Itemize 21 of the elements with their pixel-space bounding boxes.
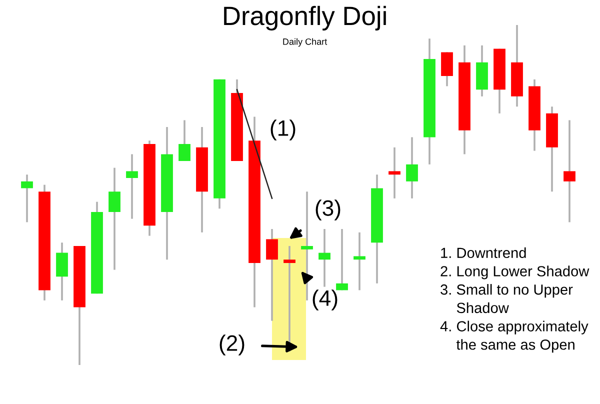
candlestick [406, 136, 418, 200]
candlestick [108, 166, 120, 271]
candlestick [336, 228, 348, 292]
candlestick [441, 51, 453, 88]
candlestick [126, 153, 138, 220]
candlestick [178, 119, 190, 162]
candlestick [284, 245, 296, 352]
candlestick [318, 228, 330, 288]
candlestick [266, 228, 278, 322]
annotation: 1. Downtrend 2. Long Lower Shadow 3. Small to no Upper Shadow 4. Close approximately the same as Open [440, 247, 590, 353]
annotation: (4) [312, 290, 338, 310]
annotation: (2) [220, 334, 244, 356]
annotation: (1) [270, 120, 296, 140]
candlestick [56, 242, 68, 302]
candlestick [564, 119, 576, 224]
chart-title: Dragonfly Doji [224, 6, 386, 30]
candlestick [354, 231, 366, 292]
annotation: (3) [316, 200, 340, 220]
candlestick [388, 146, 400, 200]
text: Daily Chart [283, 38, 328, 47]
candlestick [21, 174, 33, 224]
